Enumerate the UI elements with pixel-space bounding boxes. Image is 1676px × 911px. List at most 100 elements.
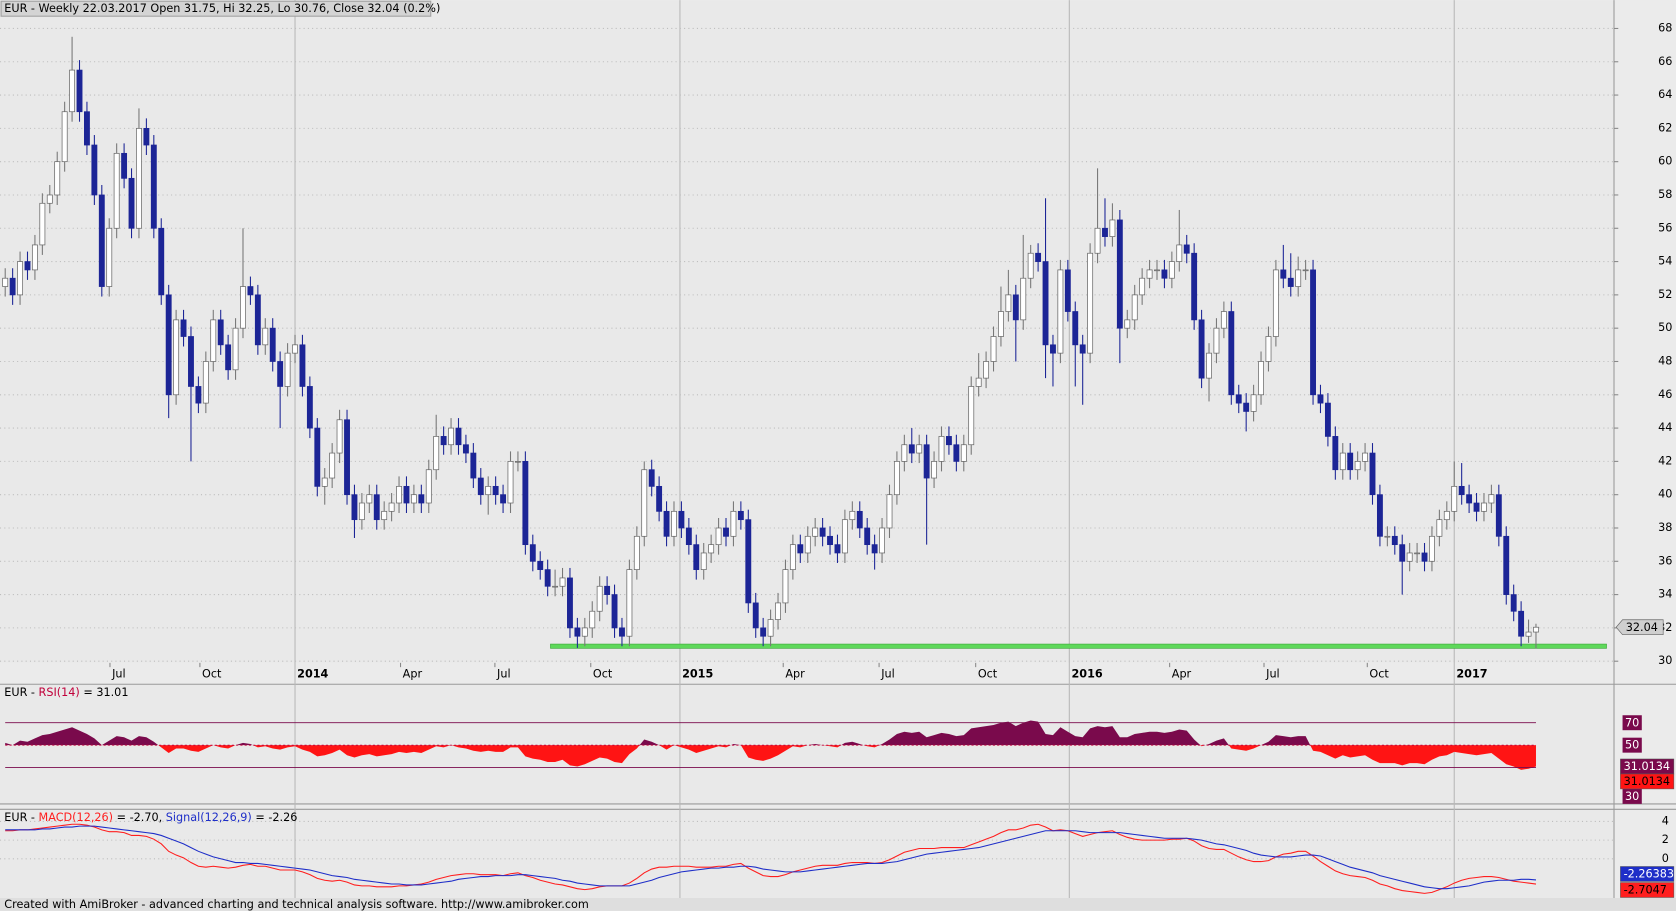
candle-body xyxy=(1191,252,1198,321)
last-price: 32.04 xyxy=(1626,621,1658,634)
candle-body xyxy=(61,111,68,163)
candle-body xyxy=(998,311,1004,337)
candle-body xyxy=(351,494,358,521)
candle-body xyxy=(1495,494,1502,537)
y-tick-label: 46 xyxy=(1658,388,1672,401)
candle-body xyxy=(1295,269,1302,287)
macd-panel xyxy=(0,809,1615,899)
candle-body xyxy=(336,419,343,454)
candle-body xyxy=(1354,461,1361,471)
candle-body xyxy=(1362,452,1369,462)
candle-body xyxy=(1183,244,1190,254)
panel-title: EUR - MACD(12,26) = -2.70, Signal(12,26,… xyxy=(4,811,297,824)
candle-body xyxy=(589,610,596,629)
candle-body xyxy=(656,485,663,512)
y-tick-label: 58 xyxy=(1658,188,1672,201)
candle-body xyxy=(1220,311,1227,329)
x-tick-label: 2015 xyxy=(682,668,713,681)
rsi-last-value: 31.0134 xyxy=(1624,760,1670,773)
candle-body xyxy=(388,502,395,512)
candle-body xyxy=(1265,336,1272,362)
candle-body xyxy=(76,69,83,113)
candle-body xyxy=(9,277,16,296)
rsi-area-above xyxy=(5,720,1536,746)
candle-body xyxy=(262,327,269,346)
candle-body xyxy=(514,461,521,463)
x-tick-label: Apr xyxy=(785,668,805,681)
candle-body xyxy=(1488,494,1495,504)
candle-body xyxy=(953,444,960,462)
candle-body xyxy=(1116,219,1123,329)
y-tick-label: 48 xyxy=(1658,354,1672,367)
candle-body xyxy=(864,527,871,546)
macd-line xyxy=(5,825,1537,890)
candle-body xyxy=(292,344,298,354)
candle-body xyxy=(1399,544,1406,562)
candle-body xyxy=(1376,494,1383,537)
candle-body xyxy=(113,152,120,229)
y-tick-label: 70 xyxy=(1625,716,1639,729)
candle-body xyxy=(604,585,611,595)
candle-body xyxy=(121,152,128,179)
candle-body xyxy=(611,594,618,629)
candle-body xyxy=(240,286,246,329)
candle-body xyxy=(767,619,774,637)
candle-body xyxy=(782,569,789,604)
candle-body xyxy=(537,560,544,570)
y-tick-label: 38 xyxy=(1658,521,1672,534)
candle-body xyxy=(1347,452,1354,471)
candle-body xyxy=(1287,277,1294,287)
candle-body xyxy=(1243,402,1250,412)
rsi-panel xyxy=(0,684,1615,804)
candle-body xyxy=(1087,252,1094,354)
y-tick-label: 66 xyxy=(1658,55,1672,68)
candle-body xyxy=(448,427,454,446)
candle-body xyxy=(403,485,410,504)
macd-last-value-box xyxy=(1620,882,1675,898)
y-tick-label: 42 xyxy=(1658,454,1672,467)
candle-body xyxy=(834,544,841,554)
candle-body xyxy=(804,535,811,554)
candle-body xyxy=(1458,485,1465,496)
candle-body xyxy=(633,535,640,570)
candle-body xyxy=(700,552,707,570)
candle-body xyxy=(1012,294,1019,321)
candle-body xyxy=(1384,535,1391,538)
candle-body xyxy=(983,361,990,379)
candle-body xyxy=(1102,227,1108,237)
rsi-area-below xyxy=(158,745,1536,770)
candle-body xyxy=(522,461,529,546)
candle-body xyxy=(1332,436,1339,471)
candle-body xyxy=(1533,626,1539,633)
title-part: = 31.01 xyxy=(80,686,129,699)
x-tick-label: Jul xyxy=(880,668,895,681)
candle-body xyxy=(827,535,833,546)
candle-body xyxy=(1429,535,1435,562)
candle-body xyxy=(485,485,492,496)
y-tick-label: 30 xyxy=(1625,790,1639,803)
candle-body xyxy=(344,419,350,496)
legend-entry: Signal(12,26,9) xyxy=(166,811,252,824)
candle-body xyxy=(247,286,254,296)
y-tick-label: 34 xyxy=(1658,588,1672,601)
candle-body xyxy=(128,177,135,229)
candle-body xyxy=(136,127,142,229)
candle-body xyxy=(1064,269,1071,312)
candle-body xyxy=(1473,502,1480,512)
footer-bar xyxy=(0,898,1676,911)
y-tick-label: 62 xyxy=(1658,121,1672,134)
candle-body xyxy=(202,361,209,404)
candle-body xyxy=(1421,552,1428,562)
candle-body xyxy=(91,144,98,196)
x-tick-label: Oct xyxy=(202,668,222,681)
candle-body xyxy=(715,527,722,546)
candle-body xyxy=(671,510,677,537)
y-tick-label: 44 xyxy=(1658,421,1672,434)
candle-body xyxy=(685,527,692,546)
support-line xyxy=(550,643,1607,649)
candle-body xyxy=(730,510,737,537)
y-tick-label: 2 xyxy=(1662,833,1669,846)
candle-body xyxy=(1310,269,1316,396)
candle-body xyxy=(871,544,878,554)
candle-body xyxy=(158,227,165,296)
